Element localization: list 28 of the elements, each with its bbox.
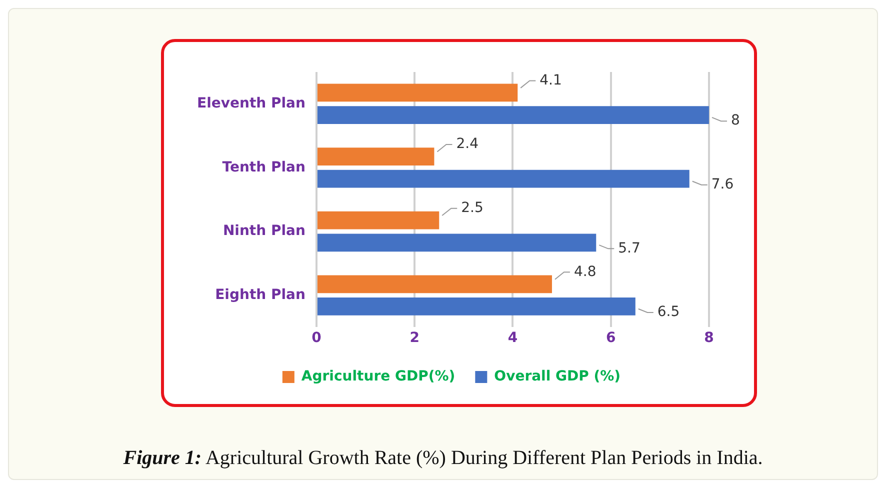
caption: Figure 1: Agricultural Growth Rate (%) During Different Plan Periods in India. xyxy=(122,447,764,470)
x-tick-label: 4 xyxy=(508,330,518,346)
x-tick-label: 0 xyxy=(312,330,322,346)
data-label: 6.5 xyxy=(657,304,680,320)
legend-label: Overall GDP (%) xyxy=(494,368,621,385)
y-tick-label: Eleventh Plan xyxy=(197,96,306,112)
y-tick-label: Eighth Plan xyxy=(215,286,306,303)
bar xyxy=(317,84,518,102)
data-label: 4.1 xyxy=(540,72,562,88)
data-label: 4.8 xyxy=(574,264,596,280)
y-tick-label: Tenth Plan xyxy=(222,159,306,176)
x-tick-label: 6 xyxy=(606,330,616,346)
bar xyxy=(317,211,440,230)
y-tick-label: Ninth Plan xyxy=(222,223,306,240)
x-tick-label: 8 xyxy=(704,330,714,346)
data-label: 5.7 xyxy=(618,240,640,256)
bar xyxy=(317,148,434,166)
data-label: 7.6 xyxy=(711,176,734,193)
data-label: 8 xyxy=(731,112,740,129)
bar xyxy=(317,298,636,316)
bar xyxy=(317,170,690,188)
x-tick-label: 2 xyxy=(410,330,420,346)
legend-label: Agriculture GDP(%) xyxy=(301,368,456,385)
bar xyxy=(317,234,596,252)
bar xyxy=(317,106,709,124)
bar xyxy=(317,275,552,294)
data-label: 2.5 xyxy=(461,200,484,216)
data-label: 2.4 xyxy=(456,136,479,152)
